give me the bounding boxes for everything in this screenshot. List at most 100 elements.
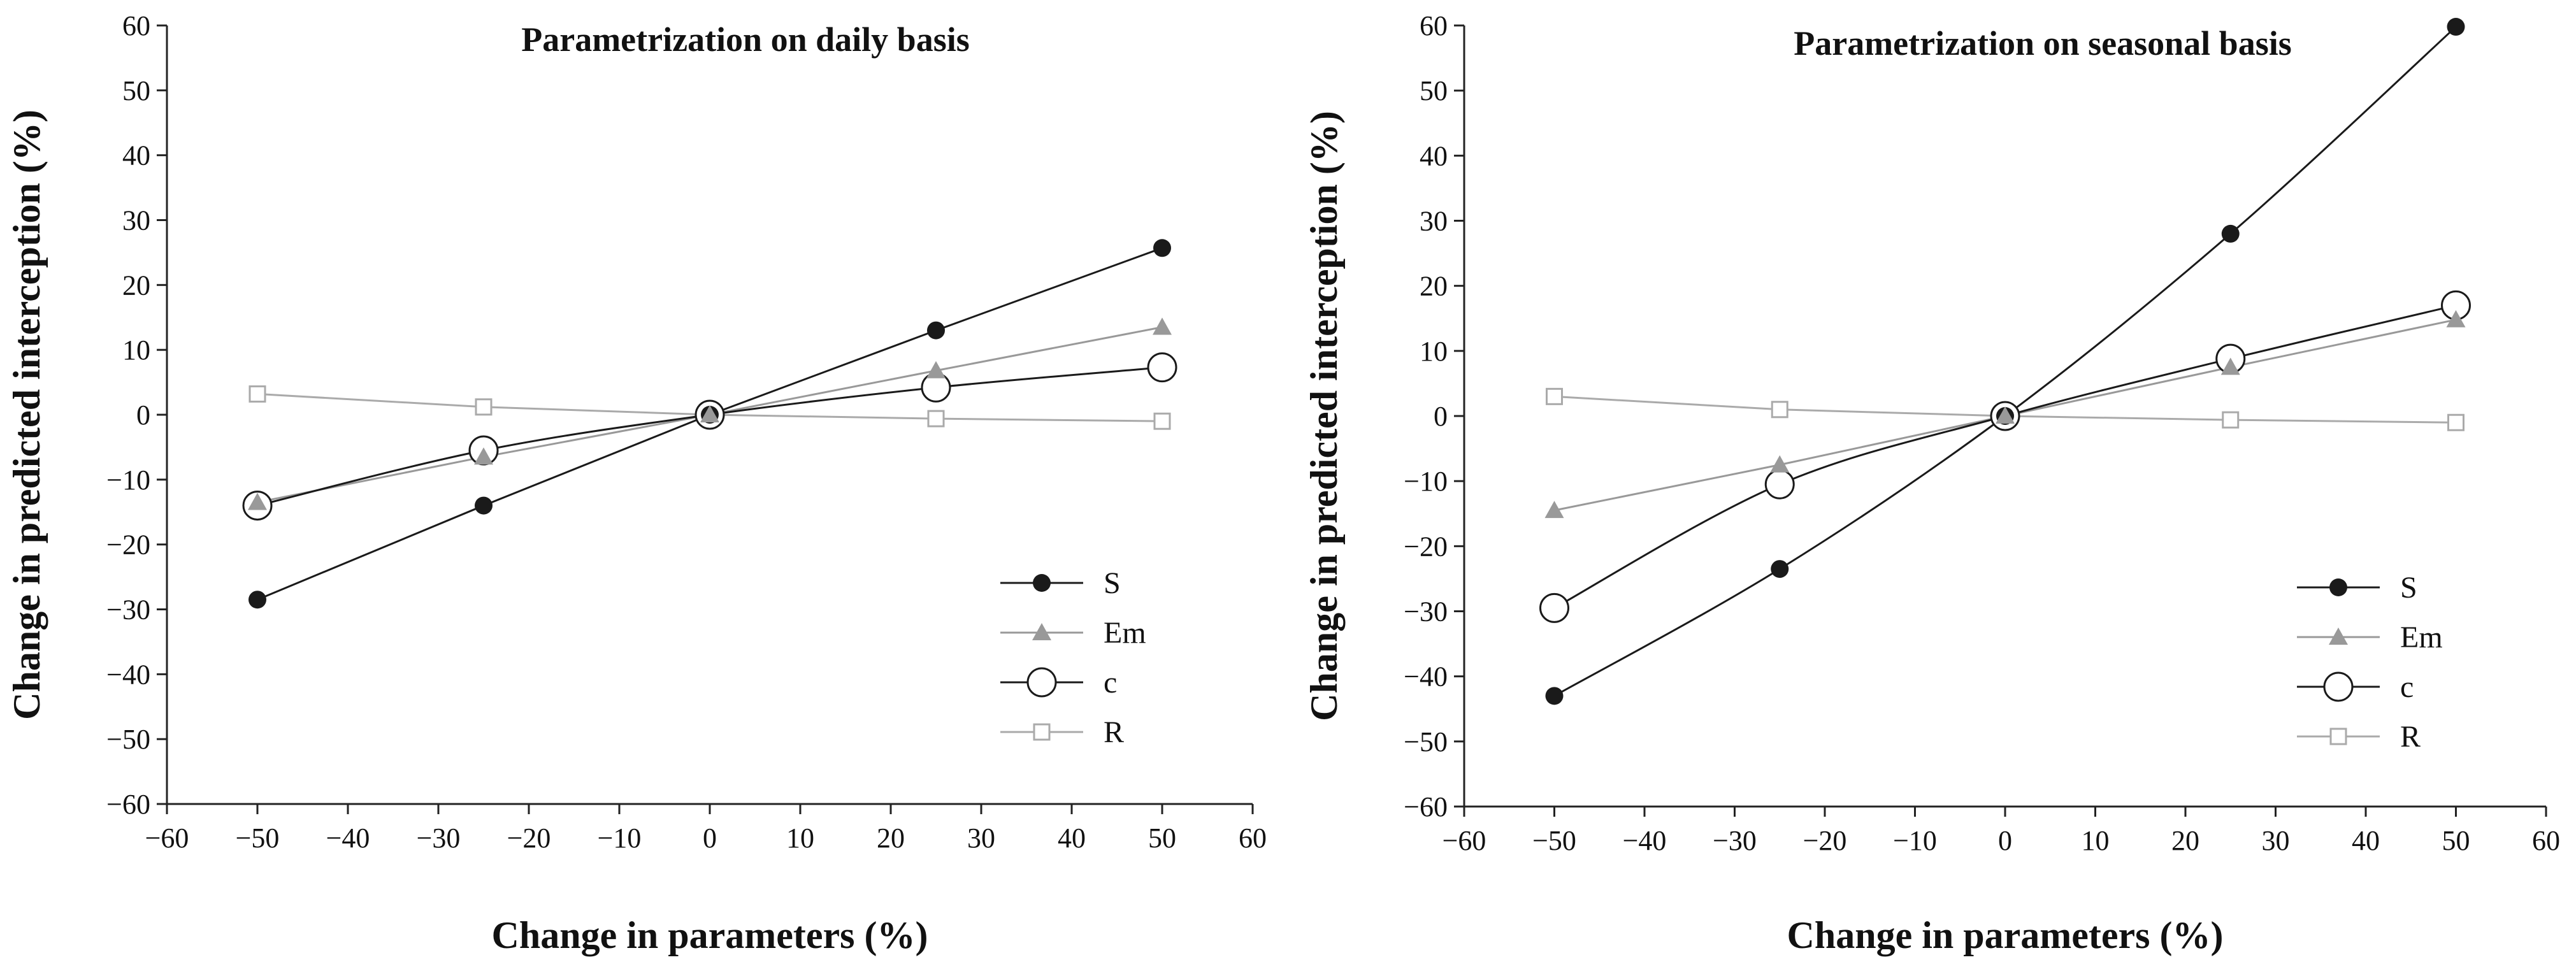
data-point-em bbox=[1770, 455, 1790, 473]
series-line-c bbox=[257, 366, 1163, 507]
x-tick-label: −10 bbox=[598, 822, 642, 854]
legend-marker-em bbox=[1032, 623, 1051, 640]
data-point-r bbox=[2222, 411, 2240, 429]
y-tick-label: −60 bbox=[1404, 791, 1448, 822]
y-tick-label: 0 bbox=[1434, 401, 1448, 432]
x-tick-label: 20 bbox=[2171, 825, 2199, 856]
legend-marker-r bbox=[1033, 723, 1051, 741]
data-point-s bbox=[2221, 224, 2240, 243]
data-point-em bbox=[1153, 317, 1172, 335]
series-line-c bbox=[1553, 304, 2456, 609]
y-tick-label: −40 bbox=[106, 659, 150, 690]
legend-label-c: c bbox=[1104, 666, 1117, 700]
x-tick-label: 30 bbox=[2262, 825, 2290, 856]
series-line-s bbox=[1553, 25, 2457, 697]
x-tick-label: 40 bbox=[1058, 822, 1086, 854]
data-point-em bbox=[2446, 310, 2466, 327]
y-tick-label: 20 bbox=[122, 269, 150, 301]
x-tick-label: 20 bbox=[877, 822, 905, 854]
y-tick-label: 30 bbox=[122, 205, 150, 236]
y-tick-label: −20 bbox=[1404, 531, 1448, 562]
legend-marker-c bbox=[2323, 671, 2354, 702]
y-axis-label: Change in predicted interception (%) bbox=[6, 110, 48, 720]
data-point-r bbox=[1153, 412, 1171, 430]
legend-label-s: S bbox=[1104, 566, 1121, 600]
legend-marker-s bbox=[1033, 574, 1051, 592]
x-tick-label: −10 bbox=[1893, 825, 1937, 856]
y-tick-label: 10 bbox=[1420, 336, 1448, 367]
y-tick-label: −30 bbox=[106, 594, 150, 626]
x-tick-label: 60 bbox=[1239, 822, 1267, 854]
data-point-r bbox=[927, 410, 945, 427]
legend-marker-s bbox=[2329, 578, 2347, 596]
y-tick-label: 60 bbox=[122, 10, 150, 41]
x-tick-label: 0 bbox=[1998, 825, 2012, 856]
data-point-r bbox=[475, 398, 493, 416]
y-tick-label: −10 bbox=[1404, 466, 1448, 497]
data-point-em bbox=[1996, 406, 2015, 424]
data-point-r bbox=[1546, 387, 1563, 405]
data-point-c bbox=[1147, 352, 1177, 383]
x-tick-label: −60 bbox=[145, 822, 189, 854]
y-tick-label: 40 bbox=[1420, 140, 1448, 171]
legend-marker-r bbox=[2329, 728, 2347, 745]
y-tick-label: 50 bbox=[122, 75, 150, 106]
x-tick-label: 10 bbox=[2082, 825, 2110, 856]
legend-marker-em bbox=[2329, 628, 2348, 645]
data-point-s bbox=[1545, 687, 1564, 705]
data-point-s bbox=[1153, 239, 1171, 257]
chart-daily: Parametrization on daily basis Change in… bbox=[6, 10, 1267, 956]
y-tick-label: −40 bbox=[1404, 661, 1448, 693]
y-tick-label: −50 bbox=[1404, 726, 1448, 757]
chart-title: Parametrization on seasonal basis bbox=[1794, 24, 2291, 62]
data-point-s bbox=[927, 321, 945, 340]
x-tick-label: −60 bbox=[1443, 825, 1486, 856]
data-point-em bbox=[926, 361, 946, 378]
data-point-r bbox=[1771, 401, 1788, 419]
y-tick-label: 0 bbox=[136, 399, 150, 431]
data-point-r bbox=[248, 385, 266, 403]
x-tick-label: −40 bbox=[326, 822, 370, 854]
chart-title: Parametrization on daily basis bbox=[521, 20, 969, 59]
legend-label-em: Em bbox=[2400, 621, 2443, 654]
x-tick-label: −50 bbox=[1532, 825, 1576, 856]
data-point-s bbox=[2447, 18, 2465, 36]
x-tick-label: −50 bbox=[236, 822, 280, 854]
y-tick-label: 40 bbox=[122, 140, 150, 171]
data-point-c bbox=[1764, 469, 1795, 499]
y-tick-label: 60 bbox=[1420, 10, 1448, 41]
legend-label-s: S bbox=[2400, 571, 2417, 605]
data-point-s bbox=[248, 591, 266, 609]
y-tick-label: −10 bbox=[106, 464, 150, 496]
data-point-c bbox=[1539, 592, 1569, 623]
x-tick-label: 0 bbox=[703, 822, 717, 854]
x-axis-label: Change in parameters (%) bbox=[1787, 914, 2224, 956]
legend-label-r: R bbox=[1104, 715, 1124, 749]
y-axis-label: Change in predicted interception (%) bbox=[1303, 111, 1345, 721]
x-tick-label: 50 bbox=[1148, 822, 1176, 854]
legend-label-r: R bbox=[2400, 720, 2421, 754]
legend-marker-c bbox=[1026, 667, 1057, 698]
data-point-em bbox=[474, 447, 493, 465]
data-point-em bbox=[2220, 357, 2240, 375]
data-point-r bbox=[2447, 413, 2464, 431]
y-tick-label: 20 bbox=[1420, 271, 1448, 302]
x-axis-label: Change in parameters (%) bbox=[492, 914, 928, 956]
x-tick-label: 60 bbox=[2532, 825, 2560, 856]
x-tick-label: −40 bbox=[1623, 825, 1667, 856]
y-tick-label: −60 bbox=[106, 789, 150, 820]
x-tick-label: −20 bbox=[507, 822, 551, 854]
y-tick-label: −30 bbox=[1404, 596, 1448, 628]
data-point-em bbox=[1544, 501, 1564, 519]
x-tick-label: 40 bbox=[2352, 825, 2380, 856]
y-tick-label: −20 bbox=[106, 529, 150, 561]
data-point-s bbox=[475, 496, 493, 515]
x-tick-label: −30 bbox=[417, 822, 461, 854]
x-tick-label: 10 bbox=[786, 822, 814, 854]
legend-label-c: c bbox=[2400, 670, 2414, 704]
data-point-s bbox=[1771, 560, 1789, 578]
chart-seasonal: Parametrization on seasonal basis Change… bbox=[1303, 10, 2560, 956]
y-tick-label: 50 bbox=[1420, 75, 1448, 106]
x-tick-label: −20 bbox=[1803, 825, 1847, 856]
